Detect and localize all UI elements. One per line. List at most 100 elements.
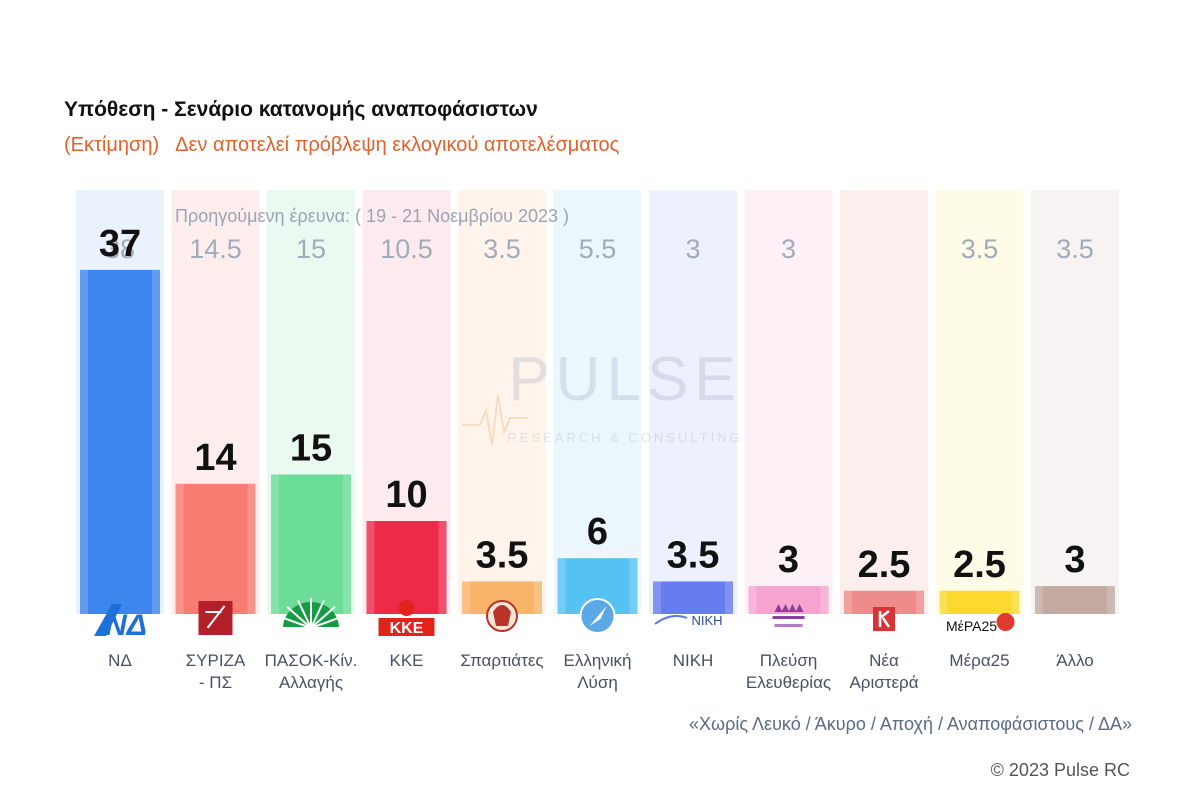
category-label: Ελευθερίας	[746, 673, 831, 692]
previous-value-label: 3	[781, 234, 796, 264]
logo-shape	[774, 624, 803, 627]
bar	[366, 521, 447, 614]
category-label: ΚΚΕ	[389, 651, 423, 670]
logo-star	[205, 605, 226, 629]
bar-value-label: 3	[1064, 539, 1085, 581]
bar-shade	[653, 581, 661, 614]
category-label: Άλλο	[1056, 651, 1094, 670]
bar-shade	[939, 590, 948, 614]
bar-shade	[748, 586, 757, 614]
previous-survey-label: Προηγούμενη έρευνα: ( 19 - 21 Νοεμβρίου …	[175, 206, 569, 226]
bar-shade	[152, 269, 160, 614]
column-background	[553, 190, 642, 614]
logo-shape	[772, 616, 805, 619]
logo-ray	[286, 606, 312, 629]
logo-helmet	[493, 605, 511, 626]
category-label: - ΠΣ	[199, 673, 232, 692]
previous-value-label: 38	[105, 234, 135, 264]
bar	[80, 269, 160, 614]
copyright: © 2023 Pulse RC	[990, 760, 1130, 780]
category-label: Αριστερά	[849, 673, 918, 692]
bar	[844, 590, 924, 614]
bar-shade	[629, 558, 638, 614]
previous-value-label: 15	[296, 234, 326, 264]
bar-shade	[557, 558, 566, 614]
party-logo-icon: ΝΔ	[94, 604, 147, 642]
bar-shade	[175, 483, 184, 614]
party-logo-icon	[277, 598, 345, 629]
bar-shade	[271, 474, 279, 614]
category-label: Νέα	[869, 651, 899, 670]
party-logo-icon	[579, 598, 616, 634]
logo-ray	[297, 599, 312, 629]
party-logo-icon	[486, 600, 518, 632]
logo-ray	[310, 606, 336, 629]
bar-shade	[820, 586, 829, 614]
bar-value-label: 2.5	[858, 544, 911, 586]
previous-value-label: 3.5	[961, 234, 999, 264]
logo-ray	[310, 599, 325, 629]
previous-value-label: 10.5	[380, 234, 433, 264]
logo-sail	[774, 604, 783, 612]
logo-text: ΝΙΚΗ	[691, 613, 722, 628]
bar	[748, 586, 829, 614]
bar-shade	[247, 483, 256, 614]
bar	[1035, 586, 1115, 614]
previous-value-label: 3.5	[483, 234, 521, 264]
subtitle-note: Δεν αποτελεί πρόβλεψη εκλογικού αποτελέσ…	[175, 134, 620, 156]
party-logo-icon	[772, 604, 805, 627]
category-label: ΝΔ	[108, 651, 132, 670]
bar-value-label: 14	[194, 437, 236, 479]
category-label: Σπαρτιάτες	[460, 651, 543, 670]
logo-text: ΝΔ	[105, 609, 147, 642]
logo-swoosh	[654, 615, 688, 625]
bar-shade	[366, 521, 375, 614]
logo-text: ΜέΡΑ25	[946, 618, 997, 634]
party-logo-icon: ΚΚΕ	[378, 600, 435, 637]
logo-shape	[579, 598, 616, 634]
bar-shade	[1107, 586, 1115, 614]
category-label: ΣΥΡΙΖΑ	[186, 651, 246, 670]
logo-letter	[878, 610, 891, 628]
column-background	[649, 190, 737, 614]
category-label: Λύση	[577, 673, 618, 692]
bar-shade	[438, 521, 447, 614]
bar-shade	[844, 590, 852, 614]
party-logo-icon: ΝΙΚΗ	[654, 613, 723, 628]
bar-shade	[80, 269, 88, 614]
previous-value-label: 14.5	[189, 234, 242, 264]
logo-sail	[788, 604, 797, 612]
watermark-pulse-icon	[462, 394, 528, 446]
category-label: Αλλαγής	[279, 673, 343, 692]
bar-value-label: 3	[778, 539, 799, 581]
column-background	[458, 190, 546, 614]
watermark: PULSE RESEARCH & CONSULTING	[462, 345, 742, 446]
party-logo-icon: ΜέΡΑ25	[946, 613, 1015, 634]
bar-value-label: 2.5	[953, 544, 1006, 586]
previous-value-label: 3.5	[1056, 234, 1094, 264]
bar	[175, 483, 256, 614]
column-background	[744, 190, 833, 614]
logo-ray	[310, 615, 343, 629]
previous-value-label: 3	[685, 234, 700, 264]
logo-emblem	[996, 613, 1015, 631]
category-label: ΝΙΚΗ	[673, 651, 714, 670]
bar-shade	[534, 581, 542, 614]
previous-value-label: 5.5	[579, 234, 617, 264]
bar	[653, 581, 733, 614]
watermark-tagline: RESEARCH & CONSULTING	[507, 430, 742, 445]
bar-value-label: 15	[290, 428, 332, 470]
footnote: «Χωρίς Λευκό / Άκυρο / Αποχή / Αναποφάσι…	[689, 714, 1132, 734]
party-logo-icon	[198, 601, 233, 635]
category-label: Πλεύση	[760, 651, 818, 670]
bar-value-label: 3.5	[476, 534, 529, 576]
chart-title: Υπόθεση - Σενάριο κατανομής αναποφάσιστω…	[64, 98, 538, 121]
category-label: ΠΑΣΟΚ-Κίν.	[265, 651, 358, 670]
party-logo-icon	[873, 607, 895, 631]
category-label: Ελληνική	[563, 651, 631, 670]
logo-needle	[589, 606, 607, 626]
logo-shape	[94, 604, 122, 636]
bar-shade	[1011, 590, 1020, 614]
chart-subtitle: (Εκτίμηση) Δεν αποτελεί πρόβλεψη εκλογικο…	[64, 134, 635, 157]
